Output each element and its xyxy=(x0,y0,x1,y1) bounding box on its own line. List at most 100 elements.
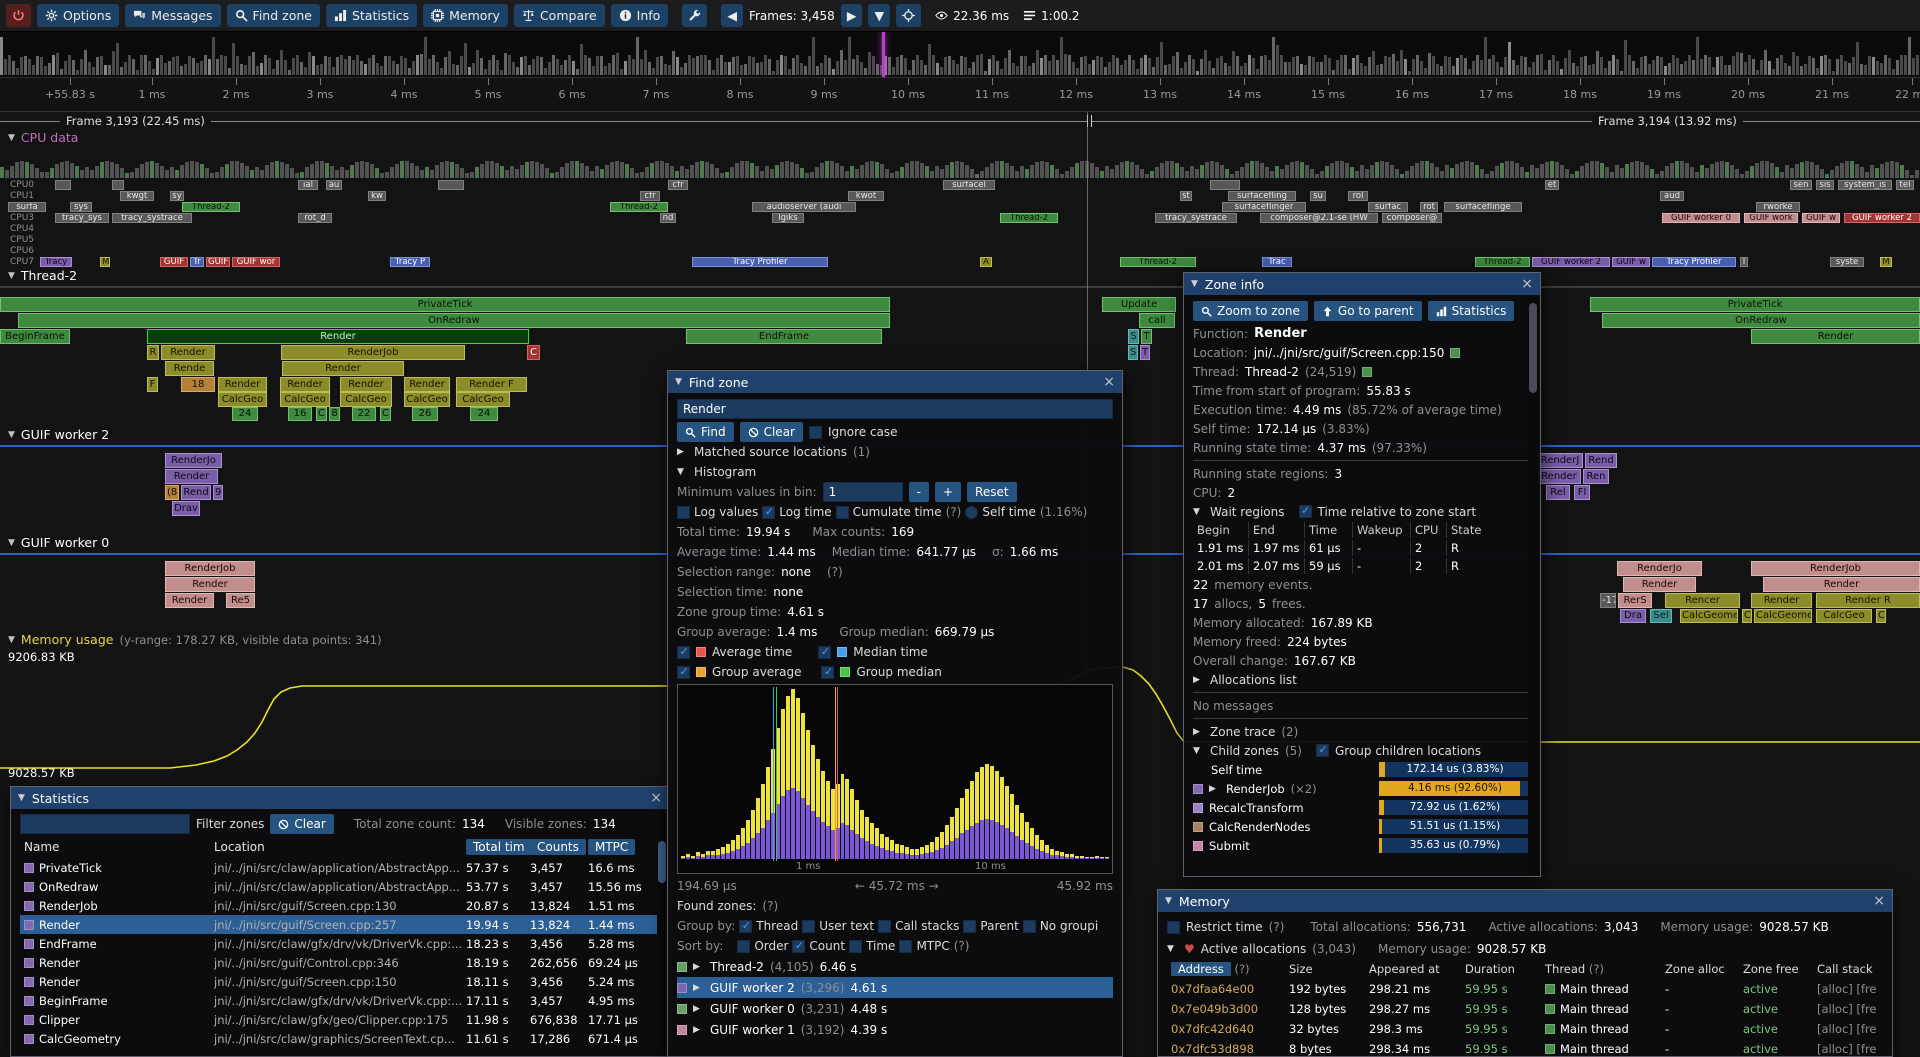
timeline-zone[interactable]: et xyxy=(1545,180,1559,190)
timeline-zone[interactable]: Rel xyxy=(1546,485,1570,500)
timeline-zone[interactable]: su xyxy=(1310,191,1326,201)
group-usertext-checkbox[interactable] xyxy=(802,919,816,933)
zone-group-row[interactable]: ▶ Thread-2 (4,105) 6.46 s xyxy=(677,956,1113,977)
expand-icon[interactable]: ▶ xyxy=(1193,674,1200,685)
timeline-zone[interactable]: Render xyxy=(147,329,529,344)
table-row[interactable]: CalcGeometry jni/../jni/src/claw/graphics… xyxy=(20,1029,660,1048)
timeline-zone[interactable]: Render xyxy=(1763,577,1920,592)
group-callstacks-checkbox[interactable] xyxy=(878,919,892,933)
collapse-icon[interactable]: ▼ xyxy=(8,537,15,548)
timeline-zone[interactable]: ial xyxy=(298,180,318,190)
timeline-zone[interactable]: CalcGeo xyxy=(218,392,267,407)
timeline-zone[interactable]: CalcGeo xyxy=(340,392,392,407)
statistics-button[interactable]: Statistics xyxy=(325,4,418,27)
timeline-zone[interactable]: Render xyxy=(404,377,450,392)
clear-button[interactable]: Clear xyxy=(739,422,803,442)
timeline-zone[interactable]: rot_d xyxy=(298,213,332,223)
sort-order-checkbox[interactable] xyxy=(737,939,751,953)
zoom-to-zone-button[interactable]: Zoom to zone xyxy=(1193,301,1308,321)
call-stack[interactable]: [alloc] [fre xyxy=(1817,982,1877,996)
collapse-icon[interactable]: ▼ xyxy=(675,377,682,387)
group-median-checkbox[interactable] xyxy=(821,665,835,679)
expand-icon[interactable]: ▼ xyxy=(1167,944,1174,954)
timeline-zone[interactable]: PrivateTick xyxy=(1590,297,1920,312)
group-thread-checkbox[interactable] xyxy=(739,919,753,933)
timeline-zone[interactable]: GUIF worker 0 xyxy=(1662,213,1740,223)
sort-column-chip[interactable]: Counts xyxy=(530,839,586,855)
scrollbar-thumb[interactable] xyxy=(658,841,666,883)
child-zone-row[interactable]: RecalcTransform 72.92 us (1.62%) xyxy=(1193,798,1531,817)
clear-filter-button[interactable]: Clear xyxy=(270,814,334,834)
memory-button[interactable]: Memory xyxy=(423,4,508,27)
compare-button[interactable]: Compare xyxy=(513,4,605,27)
timeline-zone[interactable]: Render xyxy=(218,377,267,392)
thread-header[interactable]: ▼ GUIF worker 0 xyxy=(8,535,109,550)
group-parent-checkbox[interactable] xyxy=(963,919,977,933)
timeline-zone[interactable]: GUIF w xyxy=(1612,257,1650,267)
statistics-window-titlebar[interactable]: ▼ Statistics × xyxy=(11,787,669,809)
collapse-icon[interactable]: ▼ xyxy=(18,793,25,803)
table-row[interactable]: Render jni/../jni/src/guif/Screen.cpp:257… xyxy=(20,915,660,934)
timeline-zone[interactable]: sy xyxy=(170,191,184,201)
timeline-zone[interactable]: T xyxy=(1141,329,1152,344)
timeline-zone[interactable]: A xyxy=(980,257,992,267)
close-icon[interactable]: × xyxy=(1521,276,1533,292)
timeline-zone[interactable]: kwot xyxy=(848,191,884,201)
timeline-zone[interactable]: Tracy xyxy=(40,257,72,267)
timeline-zone[interactable]: st xyxy=(1180,191,1192,201)
time-ruler[interactable]: +55.83 s 1 ms 2 ms 3 ms 4 ms 5 ms 6 ms 7 ms 8 ms… xyxy=(0,78,1920,112)
go-to-parent-button[interactable]: Go to parent xyxy=(1313,301,1422,321)
reset-button[interactable]: Reset xyxy=(967,482,1017,502)
timeline-zone[interactable]: Drav xyxy=(172,501,200,516)
timeline-zone[interactable]: PrivateTick xyxy=(0,297,890,312)
timeline-zone[interactable]: GUIF worker 2 xyxy=(1532,257,1610,267)
timeline-zone[interactable]: system_is xyxy=(1838,180,1892,190)
timeline-zone[interactable]: syste xyxy=(1830,257,1864,267)
table-row[interactable]: Render jni/../jni/src/guif/Screen.cpp:150… xyxy=(20,972,660,991)
timeline-zone[interactable]: CalcGeo xyxy=(404,392,450,407)
zoom-to-frame-button[interactable]: ▼ xyxy=(868,4,891,27)
timeline-zone[interactable]: surfacefling xyxy=(1228,191,1296,201)
table-row[interactable]: EndFrame jni/../jni/src/claw/gfx/drv/vk/D… xyxy=(20,934,660,953)
timeline-zone[interactable]: M xyxy=(100,257,110,267)
find-zone-window-titlebar[interactable]: ▼ Find zone × xyxy=(668,371,1122,393)
timeline-zone[interactable]: call xyxy=(1139,313,1175,328)
decrement-button[interactable]: - xyxy=(908,482,929,502)
child-zone-row[interactable]: ▶ RenderJob (×2) 4.16 ms (92.60%) xyxy=(1193,779,1531,798)
timeline-zone[interactable]: Render xyxy=(165,577,255,592)
timeline-zone[interactable]: Render xyxy=(280,377,330,392)
timeline-zone[interactable]: (8 xyxy=(165,485,179,500)
column-header[interactable]: Call stack xyxy=(1817,962,1873,976)
column-header[interactable]: Thread (?) xyxy=(1541,962,1661,976)
expand-icon[interactable]: ▶ xyxy=(1193,726,1200,737)
sort-column-chip[interactable]: Total tim xyxy=(466,839,532,855)
timeline-zone[interactable]: C xyxy=(316,407,327,421)
zone-statistics-button[interactable]: Statistics xyxy=(1427,301,1515,321)
timeline-zone[interactable]: R xyxy=(147,345,159,360)
timeline-zone[interactable]: GUIF work xyxy=(1744,213,1798,223)
timeline-zone[interactable]: nd xyxy=(660,213,676,223)
collapse-icon[interactable]: ▼ xyxy=(8,429,15,440)
address-link[interactable]: 0x7dfaa64e00 xyxy=(1171,982,1255,996)
timeline-zone[interactable]: rworke xyxy=(1756,202,1800,212)
zone-group-row[interactable]: ▶ GUIF worker 2 (3,296) 4.61 s xyxy=(677,977,1113,998)
close-icon[interactable]: × xyxy=(1873,893,1885,909)
column-header[interactable]: Address (?) xyxy=(1167,962,1285,976)
timeline-zone[interactable]: Render xyxy=(165,593,214,608)
timeline-zone[interactable]: lgiks xyxy=(772,213,804,223)
options-button[interactable]: Options xyxy=(37,4,120,27)
expand-icon[interactable]: ▼ xyxy=(677,467,684,477)
timeline-zone[interactable]: Tracy Profiler xyxy=(692,257,828,267)
column-header[interactable]: MTPC xyxy=(584,839,660,855)
table-row[interactable]: RenderJob jni/../jni/src/guif/Screen.cpp:… xyxy=(20,896,660,915)
timeline-zone[interactable]: RerS xyxy=(1618,593,1652,608)
timeline-zone[interactable] xyxy=(1210,180,1240,190)
timeline-zone[interactable]: RenderJ xyxy=(1537,453,1583,468)
timeline-zone[interactable]: BeginFrame xyxy=(0,329,70,344)
close-icon[interactable]: × xyxy=(650,790,662,806)
sort-time-checkbox[interactable] xyxy=(849,939,863,953)
prev-frame-button[interactable]: ◀ xyxy=(721,4,743,27)
timeline-zone[interactable]: Rende xyxy=(165,361,214,376)
thread-header[interactable]: ▼ GUIF worker 2 xyxy=(8,427,109,442)
